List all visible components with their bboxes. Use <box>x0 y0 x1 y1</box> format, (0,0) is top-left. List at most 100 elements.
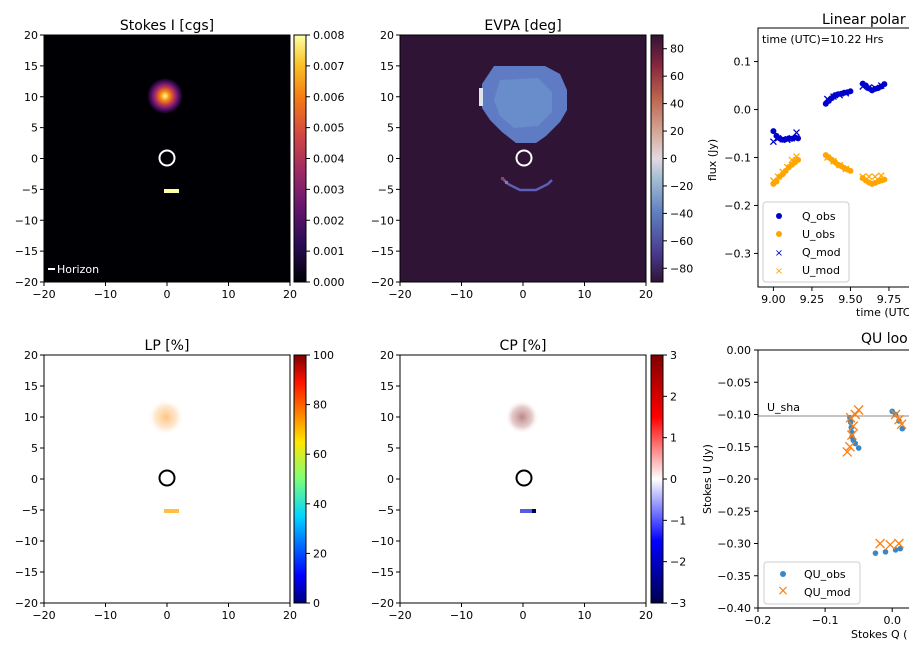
y-tick-label: −5 <box>22 183 38 196</box>
y-tick-label: 20 <box>24 349 38 362</box>
legend-marker-u-mod: × <box>775 266 783 277</box>
stokes-i-x-ticks: −20 −10 0 10 20 <box>32 282 297 301</box>
colorbar-tick-label: 60 <box>670 70 684 83</box>
colorbar-tick-label: −40 <box>670 207 693 220</box>
x-tick-label: −0.1 <box>812 614 839 627</box>
x-tick-label: 0 <box>520 609 527 622</box>
y-tick-label: −15 <box>15 566 38 579</box>
y-tick-label: −15 <box>15 245 38 258</box>
colorbar-tick-label: 0.002 <box>313 214 345 227</box>
stokes-i-colorbar <box>293 34 307 283</box>
colorbar-tick-label: −3 <box>670 597 686 610</box>
evpa-edge-pixel <box>479 88 483 106</box>
y-tick-label: 10 <box>24 91 38 104</box>
lp-horizon-circle <box>158 469 176 487</box>
data-point-qu-obs <box>855 445 862 451</box>
evpa-y-ticks: −20 −15 −10 −5 0 5 10 15 20 <box>371 29 400 289</box>
data-point-u-mod <box>788 156 796 164</box>
evpa-x-ticks: −20 −10 0 10 20 <box>388 282 653 301</box>
y-tick-label: 0.0 <box>734 104 752 117</box>
x-tick-label: −10 <box>450 609 473 622</box>
linear-pol-title: Linear polar <box>822 12 906 28</box>
data-point-qu-obs <box>847 419 854 426</box>
lp-y-ticks: −20 −15 −10 −5 0 5 10 15 20 <box>15 349 44 610</box>
panel-linear-pol: Linear polar time (UTC)=10.22 Hrs 9.00 9.… <box>706 12 909 319</box>
data-point-q-obs <box>795 135 802 142</box>
y-tick-label: −0.30 <box>717 538 751 551</box>
data-point-q-mod <box>877 82 885 90</box>
evpa-source-inner <box>494 78 552 128</box>
data-point-q-mod <box>865 84 873 91</box>
y-tick-label: 5 <box>387 122 394 135</box>
x-tick-label: −20 <box>388 288 411 301</box>
y-tick-label: 0 <box>31 153 38 166</box>
data-point-qu-mod <box>885 539 896 550</box>
y-tick-label: −0.25 <box>717 505 751 518</box>
x-tick-label: 10 <box>222 609 236 622</box>
y-tick-label: −20 <box>15 276 38 289</box>
cp-plot-bg <box>400 355 646 603</box>
y-tick-label: −0.3 <box>724 247 751 260</box>
colorbar-tick-label: 0.003 <box>313 183 345 196</box>
colorbar-tick-label: −2 <box>670 556 686 569</box>
qu-loop-title: QU loo <box>861 331 908 347</box>
data-point-qu-mod <box>845 412 856 423</box>
x-tick-label: 10 <box>222 288 236 301</box>
legend-label-u-mod: U_mod <box>802 264 840 277</box>
y-tick-label: 20 <box>380 349 394 362</box>
stokes-i-source <box>147 78 183 114</box>
legend-marker-q-obs <box>776 213 782 219</box>
x-tick-label: −10 <box>94 609 117 622</box>
linear-pol-xlabel: time (UTC <box>856 306 909 319</box>
data-point-q-mod <box>769 138 777 146</box>
panel-qu-loop: QU loo U_sha −0.2 −0.1 0.0 0.00 −0.05 −0.10 −… <box>701 331 909 641</box>
data-point-u-mod <box>865 173 873 181</box>
y-tick-label: −0.40 <box>717 602 751 615</box>
y-tick-label: 20 <box>24 29 38 42</box>
y-tick-label: 15 <box>380 60 394 73</box>
cp-colorbar-ticks: −3 −2 −1 0 1 2 3 <box>663 349 686 610</box>
colorbar-tick-label: 40 <box>313 498 327 511</box>
y-tick-label: −0.35 <box>717 570 751 583</box>
colorbar-tick-label: 0.006 <box>313 91 345 104</box>
x-tick-label: 9.25 <box>800 293 825 306</box>
colorbar-tick-label: 2 <box>670 390 677 403</box>
qu-loop-points <box>842 405 907 556</box>
y-tick-label: 15 <box>380 380 394 393</box>
y-tick-label: 0 <box>387 153 394 166</box>
legend-label-u-obs: U_obs <box>802 228 835 241</box>
x-tick-label: 9.50 <box>838 293 863 306</box>
y-tick-label: 0.00 <box>727 344 752 357</box>
x-tick-label: 0 <box>520 288 527 301</box>
stokes-i-title: Stokes I [cgs] <box>120 18 214 34</box>
legend-label-qu-mod: QU_mod <box>804 586 851 599</box>
cp-bar-marker <box>520 509 532 513</box>
legend-label-qu-obs: QU_obs <box>804 568 846 581</box>
y-tick-label: 0 <box>31 473 38 486</box>
qu-loop-legend-box <box>763 561 861 605</box>
colorbar-tick-label: 0.005 <box>313 122 345 135</box>
stokes-i-colorbar-ticks: 0.000 0.001 0.002 0.003 0.004 0.005 0.006 0.007… <box>306 29 345 289</box>
legend-marker-qu-obs <box>780 571 786 577</box>
legend-marker-u-obs <box>776 231 782 237</box>
x-tick-label: −20 <box>32 609 55 622</box>
colorbar-tick-label: 20 <box>670 125 684 138</box>
colorbar-tick-label: −60 <box>670 235 693 248</box>
x-tick-label: −10 <box>450 288 473 301</box>
y-tick-label: 0 <box>387 473 394 486</box>
cp-colorbar <box>650 354 664 604</box>
colorbar-tick-label: −80 <box>670 262 693 275</box>
y-tick-label: 0.1 <box>734 56 752 69</box>
cp-x-ticks: −20 −10 0 10 20 <box>388 603 653 622</box>
data-point-qu-mod <box>896 419 907 430</box>
lp-plot-bg <box>44 355 290 603</box>
data-point-u-mod <box>859 173 867 181</box>
cp-bar-marker-end <box>532 509 536 513</box>
data-point-qu-mod <box>848 421 859 432</box>
colorbar-tick-label: 20 <box>313 547 327 560</box>
y-tick-label: −5 <box>378 183 394 196</box>
y-tick-label: −0.20 <box>717 473 751 486</box>
y-tick-label: 5 <box>31 442 38 455</box>
data-point-qu-mod <box>846 430 857 441</box>
